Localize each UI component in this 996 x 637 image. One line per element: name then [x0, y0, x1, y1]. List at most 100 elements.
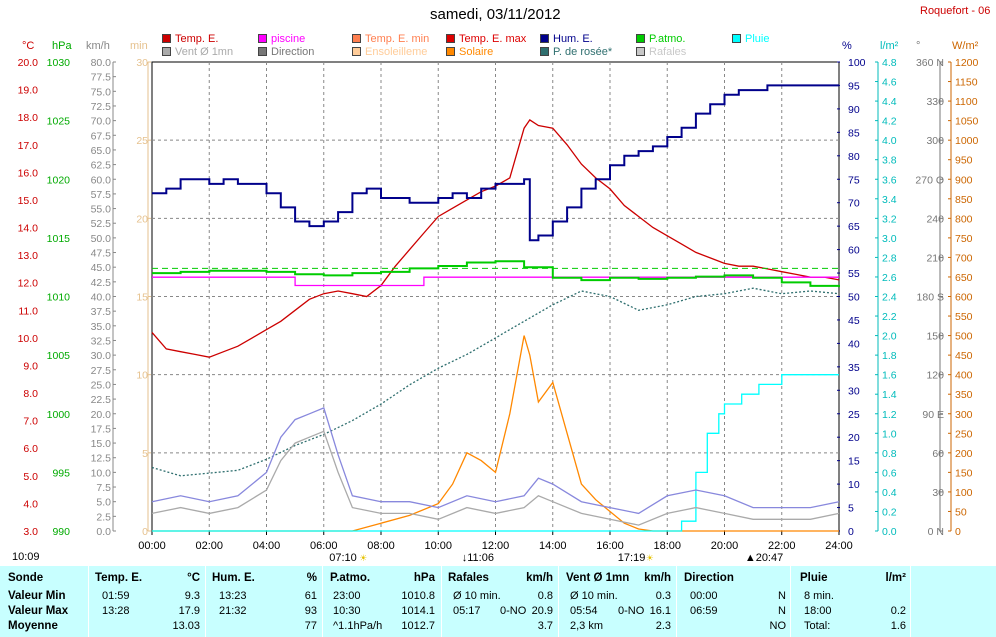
temp-axis-tick-label: 9.0	[23, 360, 38, 372]
solar-axis-tick-label: 1050	[955, 116, 979, 128]
rain-axis-tick-label: 2.8	[882, 252, 897, 264]
minutes-axis-tick-label: 15	[136, 292, 148, 304]
direction-axis-tick-label: 360 N	[916, 57, 944, 69]
direction-axis-tick-label: 300	[926, 135, 944, 147]
chart-title: samedi, 03/11/2012	[430, 6, 561, 23]
solar-axis-tick-label: 200	[955, 448, 973, 460]
humidity-axis-tick-label: 85	[848, 127, 860, 139]
axis-unit-label: %	[842, 40, 852, 52]
direction-axis-tick-label: 330	[926, 96, 944, 108]
stats-value: 05:54	[570, 605, 598, 617]
rain-axis-tick-label: 0.2	[882, 506, 897, 518]
stats-value: 8 min.	[804, 590, 834, 602]
stats-separator	[790, 566, 791, 637]
rain-axis-tick-label: 0.4	[882, 487, 897, 499]
temp-axis-tick-label: 18.0	[18, 112, 39, 124]
stats-row-label: Valeur Min	[8, 590, 66, 602]
stats-value: 0.3	[655, 590, 671, 602]
moon-event-label: ▲20:47	[745, 552, 783, 564]
sun-icon: ☀	[359, 553, 367, 563]
solar-axis-tick-label: 300	[955, 409, 973, 421]
stats-value: 10:30	[333, 605, 361, 617]
direction-axis-tick-label: 90 E	[922, 409, 944, 421]
wind-axis-tick-label: 47.5	[91, 248, 112, 260]
rain-axis-tick-label: 1.4	[882, 389, 897, 401]
stats-value: 01:59	[102, 590, 130, 602]
legend-item: piscine	[258, 33, 305, 45]
legend-label: Temp. E. max	[459, 33, 527, 45]
wind-axis-tick-label: 10.0	[91, 467, 112, 479]
stats-header: km/h	[644, 572, 671, 584]
solar-axis-tick-label: 400	[955, 370, 973, 382]
stats-separator	[441, 566, 442, 637]
pressure-axis-tick-label: 995	[52, 467, 70, 479]
x-tick-label: 08:00	[367, 540, 395, 552]
stats-separator	[322, 566, 323, 637]
wind-axis-tick-label: 20.0	[91, 409, 112, 421]
legend-label: Ensoleilleme	[365, 46, 428, 58]
rain-axis-tick-label: 1.2	[882, 409, 897, 421]
x-tick-label: 14:00	[539, 540, 567, 552]
x-tick-label: 10:00	[424, 540, 452, 552]
humidity-axis-tick-label: 15	[848, 456, 860, 468]
wind-axis-tick-label: 70.0	[91, 116, 112, 128]
stats-separator	[88, 566, 89, 637]
solar-axis-tick-label: 950	[955, 155, 973, 167]
temp-axis-tick-label: 6.0	[23, 443, 38, 455]
direction-axis-tick-label: 150	[926, 331, 944, 343]
wind-axis-tick-label: 72.5	[91, 101, 112, 113]
stats-value: 3.7	[537, 620, 553, 632]
wind-axis-tick-label: 57.5	[91, 189, 112, 201]
temp-axis-tick-label: 19.0	[18, 85, 39, 97]
rain-axis-tick-label: 3.6	[882, 174, 897, 186]
legend-item: Temp. E. max	[446, 33, 526, 45]
temp-axis-tick-label: 13.0	[18, 250, 39, 262]
legend-swatch	[540, 34, 549, 43]
humidity-axis-tick-label: 80	[848, 151, 860, 163]
weather-chart: 00:00 02:00 04:00 06:00 08:00 10:00 12:00 14:00…	[12, 40, 979, 564]
stats-value: 21:32	[219, 605, 247, 617]
humidity-axis-tick-label: 70	[848, 198, 860, 210]
stats-header: Sonde	[8, 572, 44, 584]
stats-value: 00:00	[690, 590, 718, 602]
solar-axis-tick-label: 150	[955, 467, 973, 479]
stats-header: P.atmo.	[330, 572, 371, 584]
wind-axis-tick-label: 80.0	[91, 57, 112, 69]
rain-axis-tick-label: 4.8	[882, 57, 897, 69]
stats-value: 06:59	[690, 605, 718, 617]
stats-value: 61	[304, 590, 317, 602]
stats-value: 2.3	[655, 620, 671, 632]
stats-value: 20.9	[531, 605, 553, 617]
stats-value: ^1.1hPa/h	[333, 620, 383, 632]
wind-axis-tick-label: 2.5	[96, 511, 111, 523]
solar-axis-tick-label: 550	[955, 311, 973, 323]
series-line-p-de-ros-e-	[151, 287, 840, 477]
humidity-axis-tick-label: 90	[848, 104, 860, 116]
stats-value: Total:	[804, 620, 831, 632]
stats-header: °C	[187, 572, 200, 584]
minutes-axis-tick-label: 25	[136, 135, 148, 147]
legend-swatch	[446, 34, 455, 43]
pressure-axis-tick-label: 1010	[47, 292, 71, 304]
rain-axis-tick-label: 0.8	[882, 448, 897, 460]
legend-item: P.atmo.	[636, 33, 686, 45]
stats-value: NO	[769, 620, 787, 632]
stats-separator	[676, 566, 677, 637]
stats-header: km/h	[526, 572, 553, 584]
pressure-axis-tick-label: 1015	[47, 233, 71, 245]
wind-axis-tick-label: 45.0	[91, 262, 112, 274]
stats-header: l/m²	[885, 572, 906, 584]
series-line-piscine	[152, 276, 839, 287]
rain-axis-tick-label: 2.0	[882, 331, 897, 343]
rain-axis-tick-label: 3.4	[882, 194, 897, 206]
temp-axis-tick-label: 15.0	[18, 195, 39, 207]
wind-axis-tick-label: 15.0	[91, 438, 112, 450]
temp-axis-tick-label: 11.0	[18, 305, 38, 317]
stats-header: Temp. E.	[95, 572, 143, 584]
legend-label: Vent Ø 1mn	[175, 46, 234, 58]
sunrise-label: 07:10	[329, 552, 357, 564]
stats-value: N	[778, 590, 786, 602]
legend-swatch	[162, 34, 171, 43]
stats-value: 0.2	[890, 605, 906, 617]
stats-value: Ø 10 min.	[453, 590, 501, 602]
